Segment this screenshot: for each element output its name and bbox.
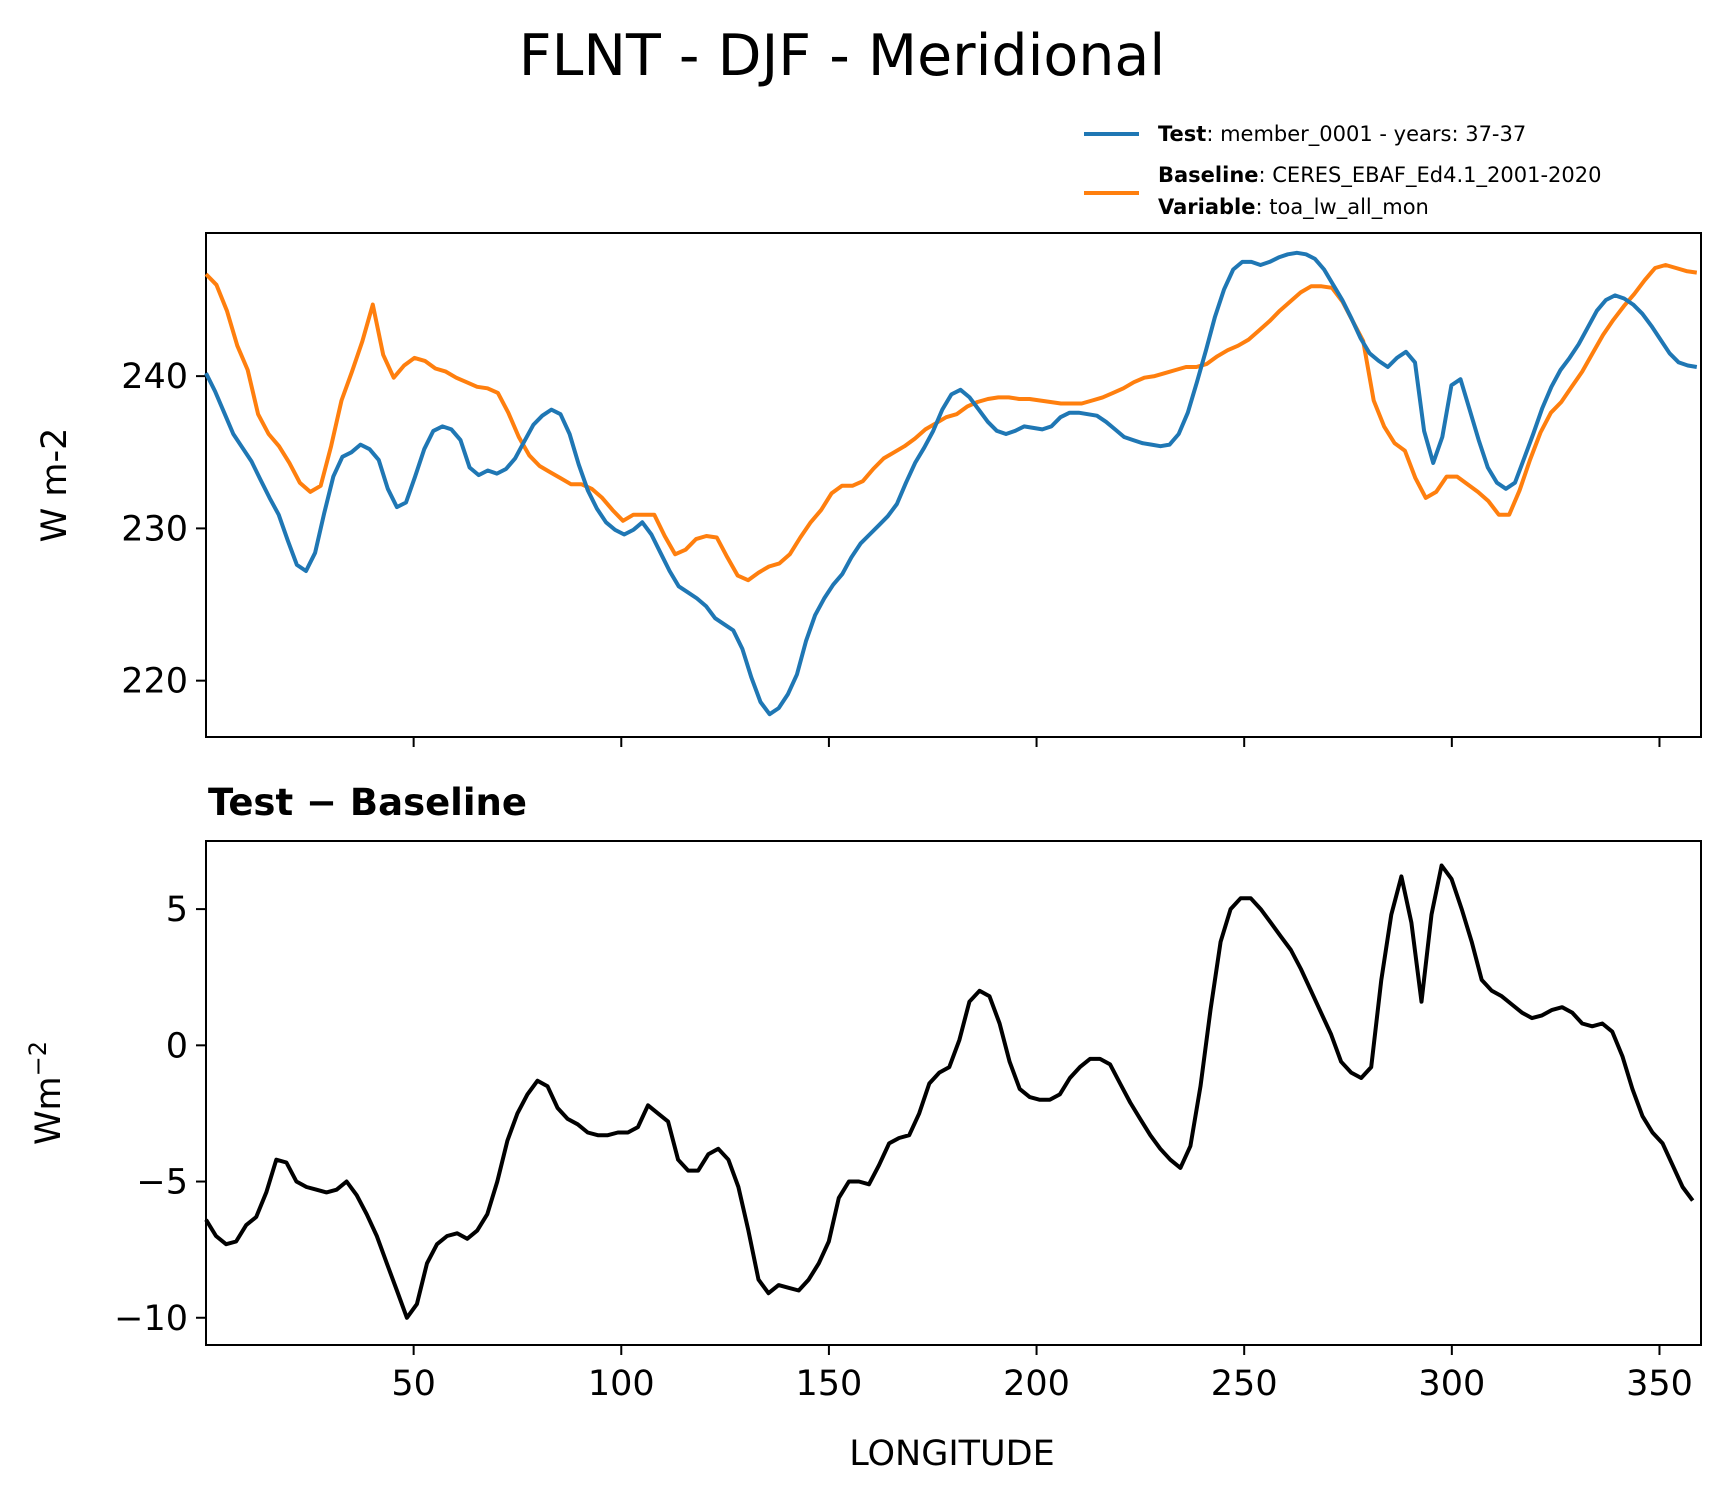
baseline-line: [204, 263, 1698, 583]
top-y-tick-label: 240: [121, 357, 188, 397]
top-x-ticks: [412, 737, 1661, 747]
bottom-x-ticks: 50 100 150 200 250 300 350: [391, 1345, 1693, 1404]
bottom-x-tick-label: 100: [588, 1364, 655, 1404]
difference-line: [204, 863, 1695, 1320]
difference-subtitle: Test − Baseline: [208, 781, 527, 824]
bottom-x-tick-label: 250: [1211, 1364, 1278, 1404]
bottom-x-tick-label: 200: [1003, 1364, 1070, 1404]
top-y-tick-label: 230: [121, 509, 188, 549]
test-line: [204, 250, 1698, 717]
bottom-y-tick-label: −10: [114, 1299, 188, 1339]
top-y-ticks: 220 230 240: [121, 357, 206, 702]
legend-baseline-label: Baseline: CERES_EBAF_Ed4.1_2001-2020: [1158, 163, 1601, 188]
legend-variable-label: Variable: toa_lw_all_mon: [1158, 195, 1429, 220]
top-y-tick-label: 220: [121, 662, 188, 702]
top-series-lines: [204, 250, 1698, 717]
figure-title: FLNT - DJF - Meridional: [519, 23, 1165, 89]
bottom-plot-frame: [205, 840, 1702, 1346]
bottom-series-lines: [204, 863, 1695, 1320]
bottom-x-tick-label: 150: [796, 1364, 863, 1404]
top-y-axis-label: W m-2: [35, 428, 75, 543]
bottom-y-axis-label: Wm−2: [24, 1041, 69, 1145]
bottom-x-tick-label: 300: [1418, 1364, 1485, 1404]
top-plot: 220 230 240 W m-2: [35, 232, 1702, 747]
legend: Test: member_0001 - years: 37-37 Baselin…: [1084, 122, 1601, 220]
bottom-y-tick-label: 5: [166, 890, 188, 930]
legend-test-label: Test: member_0001 - years: 37-37: [1158, 122, 1526, 147]
bottom-x-tick-label: 350: [1626, 1364, 1693, 1404]
bottom-plot: −10 −5 0 5 50 100 150 200 250 300 350 Wm−2 LONGIT…: [24, 840, 1702, 1474]
x-axis-label: LONGITUDE: [849, 1434, 1055, 1474]
bottom-x-tick-label: 50: [391, 1364, 436, 1404]
bottom-y-ticks: −10 −5 0 5: [114, 890, 206, 1339]
bottom-y-tick-label: 0: [166, 1026, 188, 1066]
bottom-y-tick-label: −5: [136, 1163, 188, 1203]
top-plot-frame: [205, 232, 1702, 738]
